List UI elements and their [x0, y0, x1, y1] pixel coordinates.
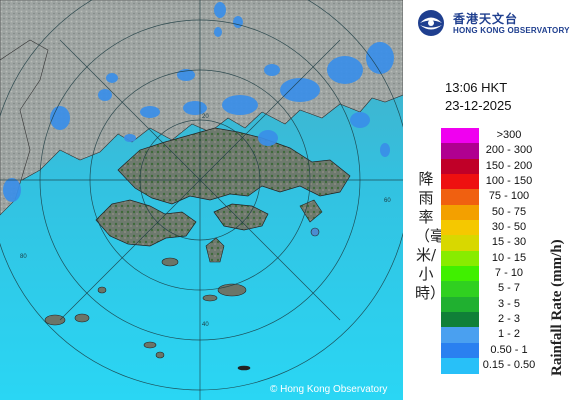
date-label: 23-12-2025	[445, 98, 512, 113]
legend-swatch	[441, 296, 479, 313]
legend-row: 30 - 50	[441, 220, 573, 236]
legend-label: 0.50 - 1	[490, 343, 528, 356]
logo-name-chinese: 香港天文台	[453, 12, 519, 26]
logo-name-english: HONG KONG OBSERVATORY	[453, 26, 570, 35]
island	[161, 257, 179, 267]
rainfall-legend: >300 200 - 300 150 - 200 100 - 150 75 - 100 5…	[441, 128, 573, 374]
hong-kong-island	[213, 203, 269, 231]
legend-row: 2 - 3	[441, 312, 573, 328]
time-label: 13:06 HKT	[445, 80, 508, 95]
info-panel: 香港天文台 HONG KONG OBSERVATORY 13:06 HKT 23…	[403, 0, 577, 400]
ring-label-40: 40	[202, 322, 209, 328]
legend-label: 5 - 7	[497, 282, 520, 295]
legend-row: 50 - 75	[441, 204, 573, 221]
legend-row: 3 - 5	[441, 296, 573, 313]
radar-echoes	[3, 2, 394, 202]
legend-swatch	[441, 312, 479, 328]
legend-label: 7 - 10	[494, 267, 524, 280]
legend-row: 0.15 - 0.50	[441, 358, 573, 374]
island	[97, 286, 107, 294]
legend-label: >300	[496, 129, 522, 141]
island	[237, 365, 251, 371]
legend-label: 0.15 - 0.50	[482, 359, 536, 372]
hong-kong-territory	[117, 127, 351, 205]
legend-title-english: Rainfall Rate (mm/h)	[549, 239, 565, 376]
legend-label: 15 - 30	[491, 236, 527, 249]
legend-swatch	[441, 266, 479, 282]
island	[44, 314, 66, 326]
western-landmass	[0, 39, 49, 216]
legend-row: 150 - 200	[441, 158, 573, 175]
legend-label: 1 - 2	[497, 328, 520, 341]
ring-label-60: 60	[384, 198, 391, 204]
hko-logo: 香港天文台 HONG KONG OBSERVATORY	[413, 6, 573, 40]
legend-label: 100 - 150	[485, 175, 533, 188]
legend-swatch	[441, 235, 479, 251]
legend-row: 7 - 10	[441, 266, 573, 282]
island	[74, 313, 90, 323]
lantau-island	[95, 199, 197, 247]
legend-swatch	[441, 189, 479, 205]
legend-row: 10 - 15	[441, 250, 573, 267]
legend-row: 200 - 300	[441, 143, 573, 159]
legend-label: 3 - 5	[497, 297, 520, 310]
legend-label: 30 - 50	[491, 221, 527, 234]
range-rings	[0, 0, 411, 400]
legend-label: 2 - 3	[497, 313, 520, 326]
legend-row: 1 - 2	[441, 327, 573, 343]
legend-row: 0.50 - 1	[441, 342, 573, 359]
radar-map: 20 40 60 80 © Hong Kong Observatory	[0, 0, 411, 400]
ring-label-80: 80	[20, 254, 27, 260]
hko-emblem-icon	[418, 10, 444, 36]
legend-row: 15 - 30	[441, 235, 573, 251]
legend-row: >300	[441, 128, 573, 144]
legend-title-chinese: 降雨率（毫米/小時）	[415, 170, 446, 302]
legend-row: 100 - 150	[441, 174, 573, 190]
legend-label: 150 - 200	[485, 159, 533, 172]
lamma-island	[205, 237, 225, 263]
island	[217, 283, 247, 297]
legend-label: 200 - 300	[485, 144, 533, 157]
legend-swatch	[441, 158, 479, 175]
legend-swatch	[441, 250, 479, 267]
legend-swatch	[441, 143, 479, 159]
island	[310, 227, 320, 237]
sai-kung-islands	[299, 199, 323, 223]
legend-swatch	[441, 204, 479, 221]
legend-swatch	[441, 327, 479, 343]
legend-row: 75 - 100	[441, 189, 573, 205]
legend-swatch	[441, 128, 479, 144]
legend-swatch	[441, 342, 479, 359]
radar-map-image: 20 40 60 80	[0, 0, 411, 400]
legend-label: 75 - 100	[488, 190, 530, 203]
mainland-china	[0, 0, 404, 181]
legend-label: 10 - 15	[491, 251, 527, 264]
copyright-notice: © Hong Kong Observatory	[270, 384, 388, 395]
ring-label-20: 20	[202, 114, 209, 120]
legend-swatch	[441, 174, 479, 190]
island	[202, 294, 218, 302]
island	[155, 351, 165, 359]
legend-swatch	[441, 220, 479, 236]
legend-swatch	[441, 358, 479, 374]
legend-swatch	[441, 281, 479, 297]
legend-row: 5 - 7	[441, 281, 573, 297]
island	[143, 341, 157, 349]
legend-label: 50 - 75	[491, 205, 527, 218]
